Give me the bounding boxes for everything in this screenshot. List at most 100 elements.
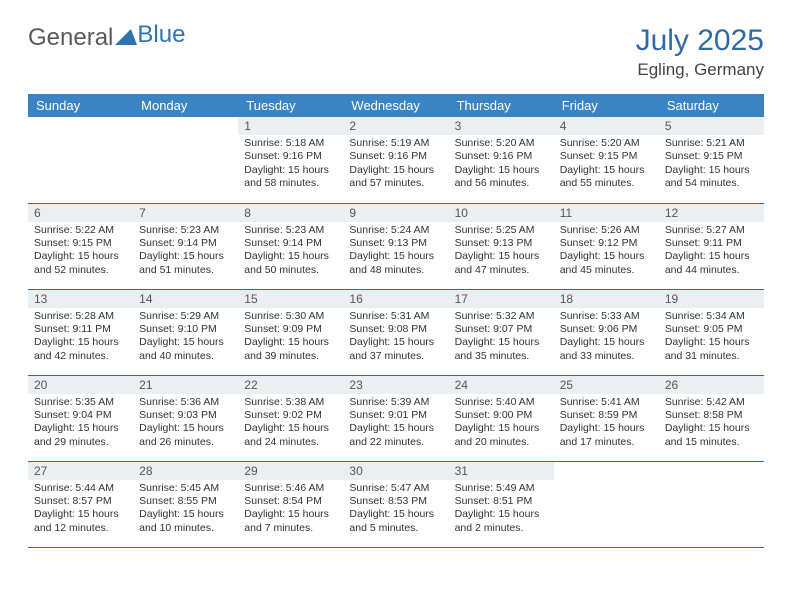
day-content: Sunrise: 5:24 AMSunset: 9:13 PMDaylight:… xyxy=(343,222,448,282)
day-content: Sunrise: 5:31 AMSunset: 9:08 PMDaylight:… xyxy=(343,308,448,368)
col-wednesday: Wednesday xyxy=(343,94,448,117)
day-content: Sunrise: 5:29 AMSunset: 9:10 PMDaylight:… xyxy=(133,308,238,368)
day-number: 30 xyxy=(343,462,448,480)
day-content: Sunrise: 5:47 AMSunset: 8:53 PMDaylight:… xyxy=(343,480,448,540)
calendar-cell: 18Sunrise: 5:33 AMSunset: 9:06 PMDayligh… xyxy=(554,289,659,375)
day-number: 2 xyxy=(343,117,448,135)
logo-triangle-icon xyxy=(115,24,137,52)
calendar-cell: 1Sunrise: 5:18 AMSunset: 9:16 PMDaylight… xyxy=(238,117,343,203)
logo-text-general: General xyxy=(28,24,113,52)
col-thursday: Thursday xyxy=(449,94,554,117)
day-content: Sunrise: 5:49 AMSunset: 8:51 PMDaylight:… xyxy=(449,480,554,540)
day-content: Sunrise: 5:46 AMSunset: 8:54 PMDaylight:… xyxy=(238,480,343,540)
calendar-cell: 26Sunrise: 5:42 AMSunset: 8:58 PMDayligh… xyxy=(659,375,764,461)
header: General Blue July 2025 Egling, Germany xyxy=(28,24,764,80)
day-content: Sunrise: 5:20 AMSunset: 9:15 PMDaylight:… xyxy=(554,135,659,195)
calendar-cell: 3Sunrise: 5:20 AMSunset: 9:16 PMDaylight… xyxy=(449,117,554,203)
day-content: Sunrise: 5:38 AMSunset: 9:02 PMDaylight:… xyxy=(238,394,343,454)
calendar-cell: 22Sunrise: 5:38 AMSunset: 9:02 PMDayligh… xyxy=(238,375,343,461)
calendar-cell xyxy=(554,461,659,547)
day-content: Sunrise: 5:23 AMSunset: 9:14 PMDaylight:… xyxy=(238,222,343,282)
day-number: 1 xyxy=(238,117,343,135)
calendar-cell: 27Sunrise: 5:44 AMSunset: 8:57 PMDayligh… xyxy=(28,461,133,547)
calendar-cell xyxy=(659,461,764,547)
day-number: 9 xyxy=(343,204,448,222)
day-number: 12 xyxy=(659,204,764,222)
weekday-header-row: Sunday Monday Tuesday Wednesday Thursday… xyxy=(28,94,764,117)
col-tuesday: Tuesday xyxy=(238,94,343,117)
calendar-cell: 6Sunrise: 5:22 AMSunset: 9:15 PMDaylight… xyxy=(28,203,133,289)
day-content: Sunrise: 5:26 AMSunset: 9:12 PMDaylight:… xyxy=(554,222,659,282)
calendar-cell: 8Sunrise: 5:23 AMSunset: 9:14 PMDaylight… xyxy=(238,203,343,289)
calendar-cell: 28Sunrise: 5:45 AMSunset: 8:55 PMDayligh… xyxy=(133,461,238,547)
calendar-cell: 13Sunrise: 5:28 AMSunset: 9:11 PMDayligh… xyxy=(28,289,133,375)
day-content: Sunrise: 5:28 AMSunset: 9:11 PMDaylight:… xyxy=(28,308,133,368)
day-number: 6 xyxy=(28,204,133,222)
day-number: 14 xyxy=(133,290,238,308)
day-content: Sunrise: 5:23 AMSunset: 9:14 PMDaylight:… xyxy=(133,222,238,282)
month-title: July 2025 xyxy=(636,24,764,58)
calendar-cell: 23Sunrise: 5:39 AMSunset: 9:01 PMDayligh… xyxy=(343,375,448,461)
calendar-cell: 16Sunrise: 5:31 AMSunset: 9:08 PMDayligh… xyxy=(343,289,448,375)
calendar-cell: 19Sunrise: 5:34 AMSunset: 9:05 PMDayligh… xyxy=(659,289,764,375)
day-content: Sunrise: 5:30 AMSunset: 9:09 PMDaylight:… xyxy=(238,308,343,368)
col-friday: Friday xyxy=(554,94,659,117)
day-number: 10 xyxy=(449,204,554,222)
day-content: Sunrise: 5:45 AMSunset: 8:55 PMDaylight:… xyxy=(133,480,238,540)
day-number: 17 xyxy=(449,290,554,308)
calendar-cell: 9Sunrise: 5:24 AMSunset: 9:13 PMDaylight… xyxy=(343,203,448,289)
calendar-cell: 17Sunrise: 5:32 AMSunset: 9:07 PMDayligh… xyxy=(449,289,554,375)
calendar-cell: 30Sunrise: 5:47 AMSunset: 8:53 PMDayligh… xyxy=(343,461,448,547)
logo: General Blue xyxy=(28,24,185,52)
day-number: 18 xyxy=(554,290,659,308)
calendar-cell xyxy=(133,117,238,203)
day-content: Sunrise: 5:18 AMSunset: 9:16 PMDaylight:… xyxy=(238,135,343,195)
col-saturday: Saturday xyxy=(659,94,764,117)
day-number: 16 xyxy=(343,290,448,308)
day-content: Sunrise: 5:21 AMSunset: 9:15 PMDaylight:… xyxy=(659,135,764,195)
day-number: 28 xyxy=(133,462,238,480)
day-number: 22 xyxy=(238,376,343,394)
day-number: 31 xyxy=(449,462,554,480)
day-content: Sunrise: 5:36 AMSunset: 9:03 PMDaylight:… xyxy=(133,394,238,454)
day-number: 5 xyxy=(659,117,764,135)
day-content: Sunrise: 5:27 AMSunset: 9:11 PMDaylight:… xyxy=(659,222,764,282)
calendar-cell: 5Sunrise: 5:21 AMSunset: 9:15 PMDaylight… xyxy=(659,117,764,203)
calendar-cell: 20Sunrise: 5:35 AMSunset: 9:04 PMDayligh… xyxy=(28,375,133,461)
calendar-cell: 2Sunrise: 5:19 AMSunset: 9:16 PMDaylight… xyxy=(343,117,448,203)
day-content: Sunrise: 5:34 AMSunset: 9:05 PMDaylight:… xyxy=(659,308,764,368)
calendar-cell: 21Sunrise: 5:36 AMSunset: 9:03 PMDayligh… xyxy=(133,375,238,461)
day-number: 21 xyxy=(133,376,238,394)
day-number: 3 xyxy=(449,117,554,135)
day-content: Sunrise: 5:35 AMSunset: 9:04 PMDaylight:… xyxy=(28,394,133,454)
day-content: Sunrise: 5:42 AMSunset: 8:58 PMDaylight:… xyxy=(659,394,764,454)
day-content: Sunrise: 5:20 AMSunset: 9:16 PMDaylight:… xyxy=(449,135,554,195)
day-content: Sunrise: 5:39 AMSunset: 9:01 PMDaylight:… xyxy=(343,394,448,454)
day-number: 26 xyxy=(659,376,764,394)
day-content: Sunrise: 5:33 AMSunset: 9:06 PMDaylight:… xyxy=(554,308,659,368)
calendar-cell: 24Sunrise: 5:40 AMSunset: 9:00 PMDayligh… xyxy=(449,375,554,461)
day-number: 11 xyxy=(554,204,659,222)
day-content: Sunrise: 5:41 AMSunset: 8:59 PMDaylight:… xyxy=(554,394,659,454)
day-number: 29 xyxy=(238,462,343,480)
day-content: Sunrise: 5:19 AMSunset: 9:16 PMDaylight:… xyxy=(343,135,448,195)
calendar-cell: 11Sunrise: 5:26 AMSunset: 9:12 PMDayligh… xyxy=(554,203,659,289)
col-sunday: Sunday xyxy=(28,94,133,117)
day-content: Sunrise: 5:44 AMSunset: 8:57 PMDaylight:… xyxy=(28,480,133,540)
day-number: 7 xyxy=(133,204,238,222)
day-number: 24 xyxy=(449,376,554,394)
calendar-cell: 4Sunrise: 5:20 AMSunset: 9:15 PMDaylight… xyxy=(554,117,659,203)
calendar-row: 13Sunrise: 5:28 AMSunset: 9:11 PMDayligh… xyxy=(28,289,764,375)
logo-text-blue: Blue xyxy=(137,21,185,49)
calendar-row: 27Sunrise: 5:44 AMSunset: 8:57 PMDayligh… xyxy=(28,461,764,547)
day-number: 25 xyxy=(554,376,659,394)
calendar-cell: 31Sunrise: 5:49 AMSunset: 8:51 PMDayligh… xyxy=(449,461,554,547)
calendar-row: 1Sunrise: 5:18 AMSunset: 9:16 PMDaylight… xyxy=(28,117,764,203)
day-number: 19 xyxy=(659,290,764,308)
day-number: 27 xyxy=(28,462,133,480)
calendar-cell: 12Sunrise: 5:27 AMSunset: 9:11 PMDayligh… xyxy=(659,203,764,289)
calendar-cell: 14Sunrise: 5:29 AMSunset: 9:10 PMDayligh… xyxy=(133,289,238,375)
calendar-cell: 29Sunrise: 5:46 AMSunset: 8:54 PMDayligh… xyxy=(238,461,343,547)
calendar-cell: 7Sunrise: 5:23 AMSunset: 9:14 PMDaylight… xyxy=(133,203,238,289)
day-content: Sunrise: 5:32 AMSunset: 9:07 PMDaylight:… xyxy=(449,308,554,368)
